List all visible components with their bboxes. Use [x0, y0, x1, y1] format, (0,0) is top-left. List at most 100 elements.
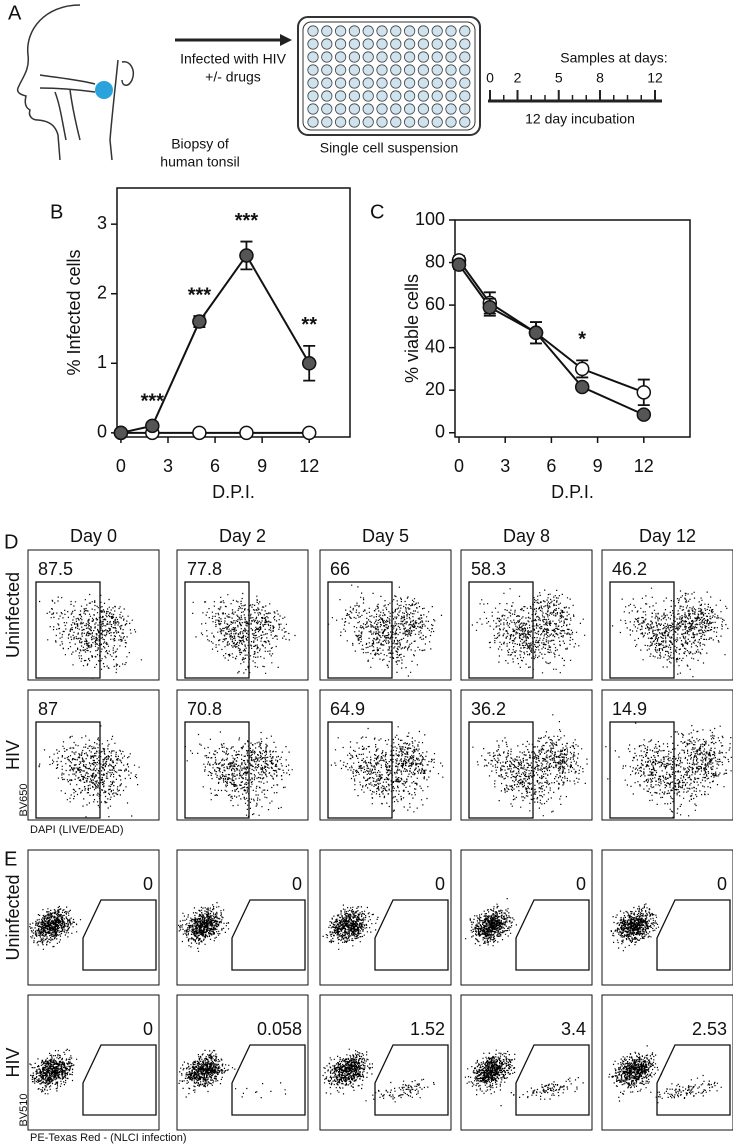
event-cloud — [29, 1048, 78, 1095]
well — [431, 103, 443, 115]
event-cloud — [519, 714, 588, 789]
significance: * — [578, 329, 586, 351]
y-axis-title: % viable cells — [402, 274, 422, 383]
well — [445, 38, 457, 50]
flow-plot — [460, 994, 593, 1131]
well — [307, 103, 319, 115]
arrow-label: +/- drugs — [205, 69, 261, 85]
gate-value: 0 — [576, 874, 586, 894]
y-tick-label: 0 — [97, 422, 107, 442]
well — [307, 116, 319, 128]
column-header: Day 5 — [362, 526, 409, 546]
gate-value: 70.8 — [187, 699, 222, 719]
well — [376, 116, 388, 128]
well — [403, 77, 416, 89]
significance: *** — [235, 210, 259, 232]
data-point — [301, 425, 317, 441]
flow-plot — [460, 849, 593, 986]
biopsy-label: Biopsy of — [171, 136, 229, 152]
well — [431, 90, 443, 102]
well — [445, 103, 457, 115]
well — [403, 25, 416, 37]
gate-value: 58.3 — [471, 559, 506, 579]
well — [403, 116, 416, 128]
gate — [231, 899, 306, 971]
event-cloud — [184, 731, 286, 817]
event-cloud — [361, 1078, 435, 1103]
event-cloud — [178, 902, 230, 952]
well — [376, 25, 388, 37]
significance: *** — [141, 391, 165, 413]
gate — [515, 899, 590, 971]
well — [431, 38, 443, 50]
well — [417, 51, 429, 63]
y-axis-title: % Infected cells — [64, 249, 84, 375]
panel-label: E — [4, 848, 17, 870]
well — [417, 103, 429, 115]
event-cloud — [373, 586, 443, 652]
column-header: Day 0 — [70, 526, 117, 546]
well — [348, 116, 360, 128]
x-tick-label: 3 — [500, 456, 510, 476]
data-point — [451, 257, 467, 272]
well — [431, 51, 443, 63]
well — [417, 116, 429, 128]
y-tick-label: 100 — [415, 209, 445, 229]
flow-plot — [601, 994, 733, 1131]
well — [431, 64, 443, 76]
gate — [374, 899, 449, 971]
data-point — [145, 418, 160, 434]
event-cloud — [610, 903, 660, 952]
data-point — [574, 379, 590, 395]
flow-plot — [27, 994, 160, 1131]
row-label: HIV — [3, 1047, 23, 1077]
y-tick-label: 1 — [97, 352, 107, 372]
well — [348, 77, 360, 89]
gate-value: 0 — [143, 874, 153, 894]
data-point — [528, 325, 544, 341]
gate-value: 46.2 — [612, 559, 647, 579]
column-header: Day 12 — [639, 526, 696, 546]
well — [445, 25, 457, 37]
well — [459, 38, 471, 50]
row-label: Uninfected — [3, 572, 23, 658]
x-tick-label: 6 — [210, 456, 220, 476]
well — [307, 38, 319, 50]
well — [334, 90, 347, 102]
arrow-label: Infected with HIV — [180, 51, 286, 67]
well — [321, 25, 333, 37]
plot-frame — [116, 187, 351, 438]
well — [348, 90, 360, 102]
well — [459, 51, 471, 63]
gate-value: 0 — [435, 874, 445, 894]
well — [459, 64, 471, 76]
well — [334, 51, 347, 63]
event-cloud — [230, 592, 296, 652]
well — [334, 77, 347, 89]
panel-label: B — [50, 201, 63, 223]
gate — [656, 899, 731, 971]
well — [307, 25, 319, 37]
gate-value: 64.9 — [330, 699, 365, 719]
well — [459, 103, 471, 115]
event-cloud — [322, 1048, 373, 1095]
event-cloud — [376, 726, 444, 792]
well — [445, 116, 457, 128]
well — [334, 25, 347, 37]
gate — [82, 1044, 157, 1116]
well — [376, 77, 388, 89]
well — [403, 103, 416, 115]
plate-inner — [302, 21, 476, 131]
timeline-day: 12 — [647, 70, 663, 86]
well — [348, 25, 360, 37]
well — [334, 64, 347, 76]
well — [362, 64, 374, 76]
data-point — [574, 361, 590, 377]
y-tick-label: 60 — [425, 294, 445, 314]
y-tick-label: 2 — [97, 282, 107, 302]
well — [445, 51, 457, 63]
y-tick-label: 3 — [97, 213, 107, 233]
flow-plot — [601, 689, 733, 821]
flow-plot — [176, 994, 309, 1131]
